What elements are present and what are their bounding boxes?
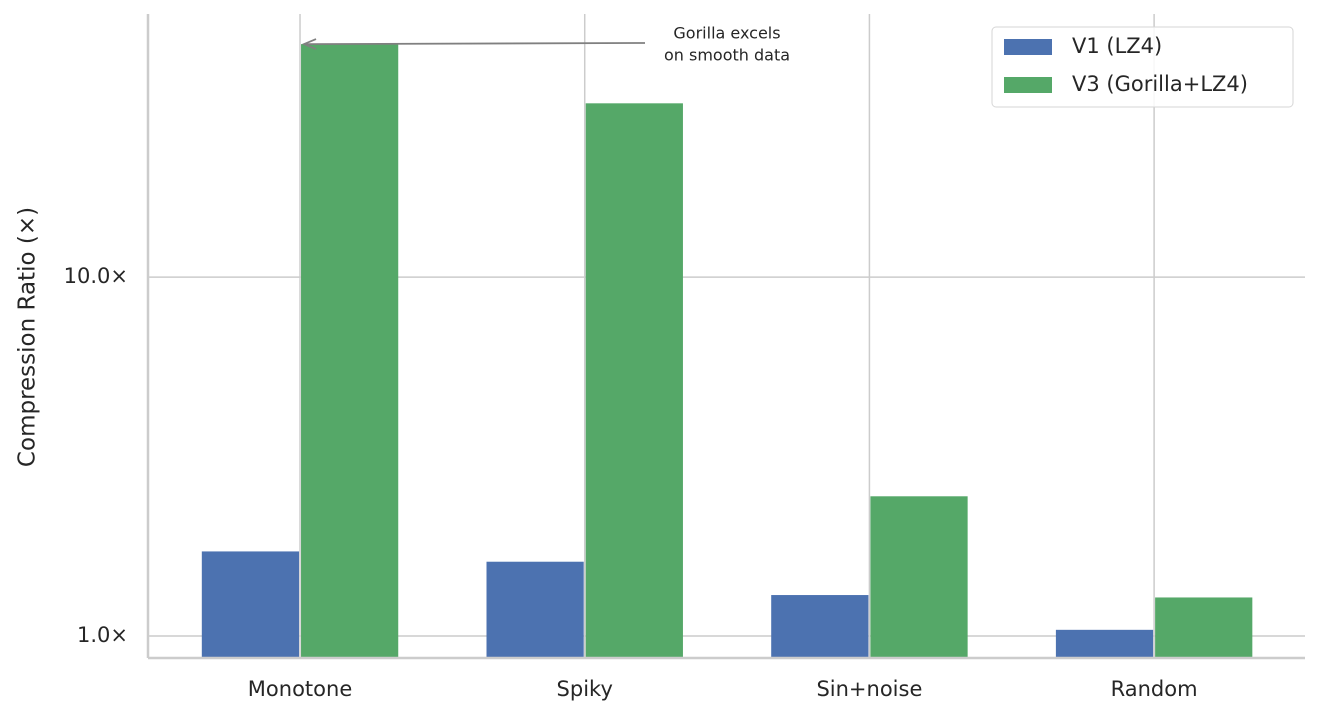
bar — [585, 103, 683, 658]
bar — [1155, 597, 1253, 658]
annotation-text: Gorilla excels — [673, 24, 780, 43]
y-axis-label: Compression Ratio (×) — [15, 207, 41, 467]
annotation-arrow — [306, 42, 646, 45]
annotation-text: on smooth data — [664, 46, 790, 65]
legend-swatch — [1004, 39, 1052, 55]
legend-box — [991, 26, 1294, 108]
bar — [771, 595, 869, 658]
bar — [870, 496, 968, 658]
legend-label: V3 (Gorilla+LZ4) — [1072, 72, 1248, 96]
x-tick-label: Random — [1111, 677, 1198, 701]
legend-swatch — [1004, 77, 1052, 93]
x-tick-label: Monotone — [248, 677, 352, 701]
bar — [201, 551, 300, 658]
annotation-arrowhead — [301, 38, 317, 50]
y-tick-label: 10.0× — [64, 264, 128, 288]
bar — [486, 561, 584, 658]
y-tick-label: 1.0× — [77, 623, 128, 647]
x-tick-label: Spiky — [557, 677, 613, 701]
x-tick-label: Sin+noise — [816, 677, 922, 701]
bar — [301, 44, 399, 659]
bar — [1055, 629, 1154, 658]
legend-label: V1 (LZ4) — [1072, 34, 1162, 58]
